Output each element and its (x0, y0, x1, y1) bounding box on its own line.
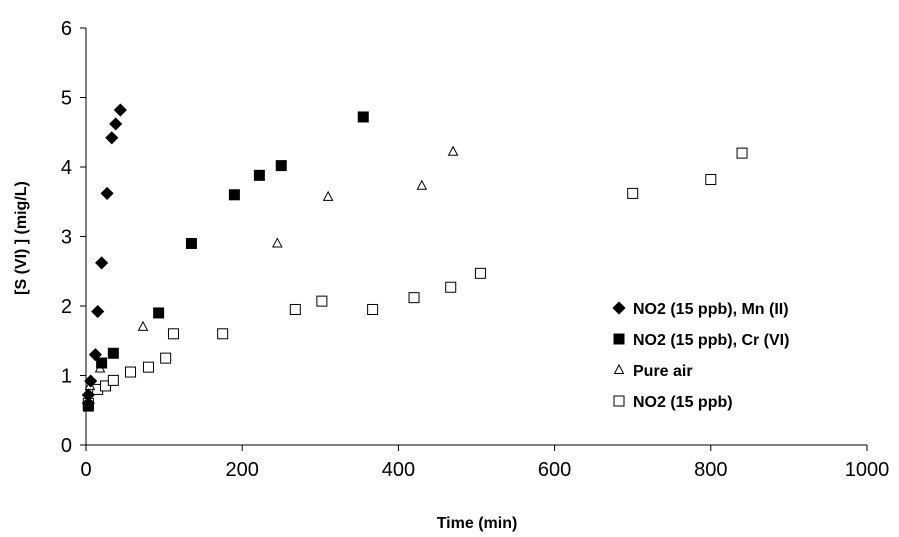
legend-marker (613, 333, 625, 345)
data-point (253, 169, 265, 181)
legend-item: NO2 (15 ppb) (613, 394, 733, 411)
data-point (705, 174, 717, 186)
data-point (100, 380, 112, 392)
data-point (289, 303, 301, 315)
data-point (107, 374, 119, 386)
data-point (275, 160, 287, 172)
x-tick-label: 0 (80, 459, 91, 481)
data-point (408, 292, 420, 304)
data-point (367, 303, 379, 315)
y-tick-label: 3 (61, 227, 72, 249)
legend-item: Pure air (613, 363, 693, 380)
data-point (185, 237, 197, 249)
data-point (107, 347, 119, 359)
data-point (100, 186, 114, 200)
series-3 (82, 147, 748, 409)
y-tick-label: 0 (61, 435, 72, 457)
series-0 (81, 103, 127, 410)
series-2 (83, 145, 459, 406)
y-tick-label: 2 (61, 296, 72, 318)
data-point (167, 328, 179, 340)
data-point (137, 320, 149, 331)
x-tick-label: 600 (538, 459, 571, 481)
data-point (81, 396, 95, 410)
data-point (447, 145, 459, 156)
x-tick-label: 200 (226, 459, 259, 481)
data-point (91, 304, 105, 319)
x-tick-label: 1000 (845, 459, 890, 481)
legend-marker (612, 301, 626, 315)
data-point (445, 281, 457, 293)
y-tick-labels: 0 1 2 3 4 5 6 (61, 18, 86, 457)
data-point (113, 103, 127, 117)
legend-marker (613, 363, 625, 374)
data-point (322, 190, 334, 201)
legend: NO2 (15 ppb), Mn (II) NO2 (15 ppb), Cr (V… (612, 301, 789, 411)
y-axis-title: [S (VI) ] (mig/L) (13, 181, 30, 295)
data-point (153, 307, 165, 319)
legend-label: NO2 (15 ppb), Cr (VI) (633, 332, 789, 349)
data-point (357, 111, 369, 123)
data-point (316, 295, 328, 307)
data-points (81, 103, 748, 412)
data-point (95, 256, 109, 270)
data-point (109, 117, 123, 131)
y-tick-label: 5 (61, 88, 72, 110)
data-point (105, 131, 119, 145)
legend-item: NO2 (15 ppb), Cr (VI) (613, 332, 789, 349)
data-point (88, 348, 102, 362)
data-point (272, 237, 283, 248)
data-point (84, 374, 98, 388)
legend-label: NO2 (15 ppb), Mn (II) (633, 301, 789, 318)
x-tick-labels: 0 200 400 600 800 1000 (80, 445, 889, 481)
axes (85, 28, 867, 446)
data-point (736, 147, 748, 159)
legend-marker (613, 395, 625, 407)
legend-item: NO2 (15 ppb), Mn (II) (612, 301, 789, 318)
x-axis-title: Time (min) (437, 515, 518, 532)
legend-label: NO2 (15 ppb) (633, 394, 733, 411)
legend-label: Pure air (633, 363, 693, 380)
data-point (474, 267, 486, 279)
data-point (96, 357, 108, 369)
data-point (160, 352, 172, 364)
data-point (125, 366, 137, 378)
y-tick-label: 1 (61, 366, 72, 388)
y-tick-label: 6 (61, 18, 72, 40)
x-tick-label: 400 (382, 459, 415, 481)
data-point (217, 328, 229, 340)
data-point (228, 189, 240, 201)
data-point (142, 361, 154, 373)
data-point (627, 187, 639, 199)
data-point (416, 179, 428, 190)
y-tick-label: 4 (61, 157, 72, 179)
x-tick-label: 800 (694, 459, 727, 481)
data-point (81, 388, 95, 402)
